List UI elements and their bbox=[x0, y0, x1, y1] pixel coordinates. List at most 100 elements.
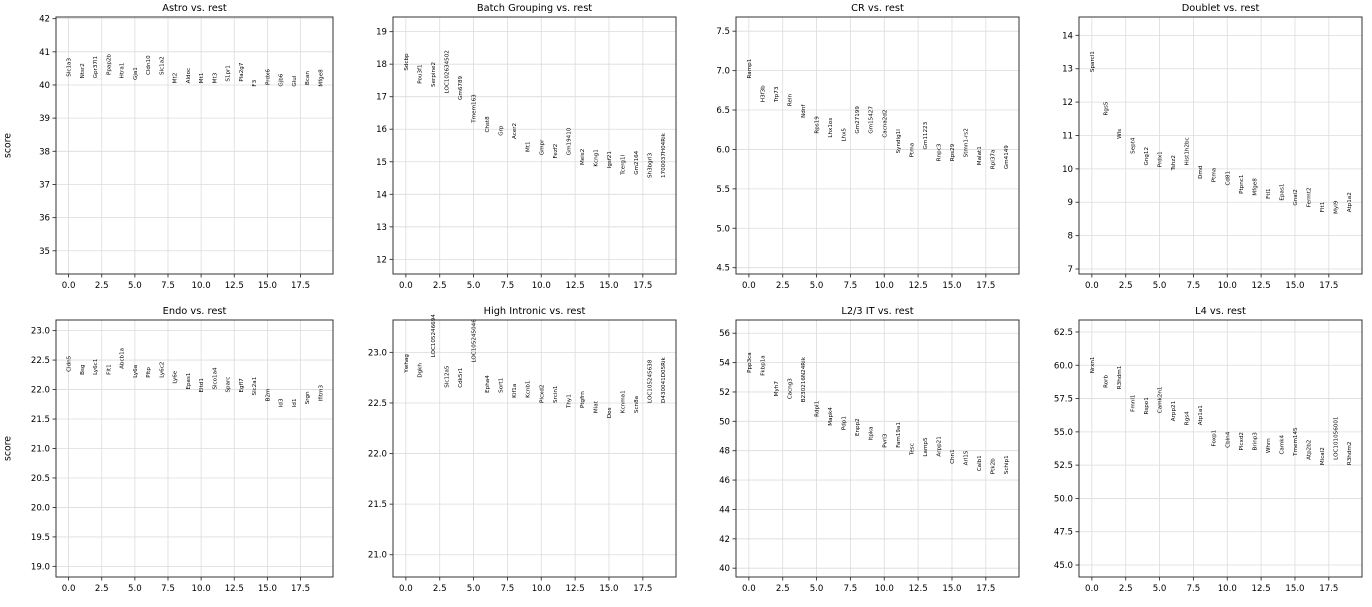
x-tick-label: 5.0 bbox=[1153, 584, 1167, 594]
x-tick-label: 2.5 bbox=[1119, 584, 1133, 594]
gene-label: Rgs4 bbox=[1185, 411, 1191, 425]
y-tick-label: 38 bbox=[39, 147, 50, 157]
subplot-batch-grouping-vs-rest: 19 18 17 16 15 14 13 12 0.0 2.5 5.0 7.5 10.0 12.5 15.0… bbox=[343, 0, 686, 303]
subplot-l2-3-it-vs-rest: 56 54 52 50 48 46 44 42 40 0.0 2.5 5.0 7.5 10.0 12.5 15… bbox=[686, 303, 1029, 606]
x-tick-label: 10.0 bbox=[875, 584, 894, 594]
gene-label: Dmd bbox=[1198, 165, 1204, 179]
gene-label: Ftl1 bbox=[1266, 188, 1272, 199]
gene-label: Sdcbp bbox=[404, 53, 410, 71]
y-tick-label: 40 bbox=[719, 564, 730, 574]
x-tick-label: 5.0 bbox=[467, 584, 481, 594]
gene-label: Gmpr bbox=[539, 139, 545, 155]
gene-label: LOC105245638 bbox=[648, 359, 654, 403]
subplot-doublet-vs-rest: 14 13 12 11 10 9 8 7 0.0 2.5 5.0 7.5 10.0 12.5 15.0 17.… bbox=[1029, 0, 1372, 303]
gene-label: Ppp3ca bbox=[747, 352, 753, 373]
x-tick-label: 15.0 bbox=[599, 281, 618, 291]
y-tick-label: 13 bbox=[1062, 65, 1073, 75]
x-tick-label: 0.0 bbox=[742, 281, 756, 291]
x-tick-label: 5.0 bbox=[810, 281, 824, 291]
y-tick-label: 40 bbox=[39, 81, 50, 91]
subplot-high-intronic-vs-rest: 23.0 22.5 22.0 21.5 21.0 0.0 2.5 5.0 7.5 10.0 12.5… bbox=[343, 303, 686, 606]
x-tick-label: 10.0 bbox=[192, 584, 211, 594]
gene-label: Schip1 bbox=[1004, 455, 1010, 474]
y-tick-label: 20.5 bbox=[31, 474, 50, 484]
y-tick-label: 41 bbox=[39, 48, 50, 58]
gene-label: Cacna2d2 bbox=[882, 110, 888, 138]
gene-label: Atp2b2 bbox=[1307, 440, 1313, 460]
x-tick-label: 15.0 bbox=[942, 281, 961, 291]
y-tick-label: 22.5 bbox=[31, 356, 50, 366]
x-tick-label: 12.5 bbox=[1252, 584, 1271, 594]
y-tick-label: 52.5 bbox=[1054, 461, 1073, 471]
y-tick-label: 22.0 bbox=[31, 386, 50, 396]
x-tick-label: 10.0 bbox=[1218, 584, 1237, 594]
gene-label: Ly6a bbox=[133, 365, 139, 378]
x-tick-label: 12.5 bbox=[566, 584, 585, 594]
gene-label: Gng12 bbox=[1144, 147, 1150, 166]
gene-label: Syndig1l bbox=[896, 129, 902, 154]
gene-label: Scn8a bbox=[634, 396, 640, 413]
gene-label: Tcerg1l bbox=[621, 154, 627, 175]
gene-label: Bcan bbox=[305, 71, 311, 85]
gene-label: Rpl37a bbox=[991, 150, 997, 170]
gene-label: Pou3f1 bbox=[417, 64, 423, 84]
y-tick-label: 39 bbox=[39, 114, 50, 124]
y-tick-label: 50.0 bbox=[1054, 494, 1073, 504]
gene-label: R3hdm1 bbox=[1117, 365, 1123, 389]
x-tick-label: 7.5 bbox=[844, 281, 858, 291]
gene-label: Sparc bbox=[226, 377, 232, 393]
gene-label: Rps29 bbox=[950, 143, 956, 161]
gene-label: Miat bbox=[593, 400, 599, 413]
gene-label: Flt1 bbox=[1320, 201, 1326, 212]
y-tick-label: 37 bbox=[39, 180, 50, 190]
y-tick-label: 21.0 bbox=[31, 445, 50, 455]
y-tick-label: 21.5 bbox=[31, 415, 50, 425]
axes-box bbox=[392, 16, 677, 275]
gene-label: Gm15427 bbox=[869, 106, 875, 134]
x-tick-label: 0.0 bbox=[62, 584, 76, 594]
x-tick-label: 5.0 bbox=[128, 281, 142, 291]
y-tick-label: 48 bbox=[719, 447, 730, 457]
gene-label: Lhx5 bbox=[842, 128, 848, 142]
gene-label: Arpp21 bbox=[936, 436, 942, 457]
y-tick-label: 6.5 bbox=[716, 106, 730, 116]
subplot-canvas-l2-3-it-vs-rest: 56 54 52 50 48 46 44 42 40 0.0 2.5 5.0 7.5 10.0 12.5 15… bbox=[719, 306, 1020, 594]
x-tick-label: 2.5 bbox=[95, 584, 109, 594]
x-tick-label: 0.0 bbox=[1085, 584, 1099, 594]
gene-label: Hist1h2bc bbox=[1185, 137, 1191, 165]
gene-label: Tshz2 bbox=[1171, 155, 1177, 171]
y-tick-label: 14 bbox=[376, 190, 387, 200]
gene-label: Kif1a bbox=[512, 384, 518, 398]
y-tick-label: 56 bbox=[719, 329, 730, 339]
y-tick-label: 12 bbox=[376, 255, 387, 265]
gene-label: Gm11223 bbox=[923, 121, 929, 149]
gene-label: Plcxd2 bbox=[539, 385, 545, 403]
gene-label: Thy1 bbox=[566, 394, 572, 409]
gene-label: Arl15 bbox=[964, 450, 970, 465]
gene-label: D430041D05Rik bbox=[661, 356, 667, 403]
gene-label: Plcxd2 bbox=[1239, 432, 1245, 450]
subplot-l4-vs-rest: 62.5 60.0 57.5 55.0 52.5 50.0 47.5 45.0 0.0 2.5 5.… bbox=[1029, 303, 1372, 606]
gene-label: Stmn1-rs2 bbox=[964, 128, 970, 157]
x-tick-label: 0.0 bbox=[399, 584, 413, 594]
gene-label: Bsg bbox=[80, 364, 86, 375]
gene-label: Atp1a1 bbox=[1198, 405, 1204, 425]
gene-label: Pdp1 bbox=[842, 416, 848, 430]
gene-label: Fam19a1 bbox=[896, 422, 902, 448]
gene-label: Fezf2 bbox=[553, 144, 559, 159]
y-axis-label: score bbox=[3, 133, 14, 158]
subplot-title: High Intronic vs. rest bbox=[484, 306, 586, 317]
gene-label: Myh7 bbox=[774, 381, 780, 397]
x-tick-label: 17.5 bbox=[1319, 281, 1338, 291]
y-tick-label: 16 bbox=[376, 125, 387, 135]
y-tick-label: 57.5 bbox=[1054, 395, 1073, 405]
y-tick-label: 17 bbox=[376, 93, 387, 103]
gene-label: Gja1 bbox=[133, 67, 139, 80]
gene-label: Srgn bbox=[305, 391, 311, 404]
gene-label: Ptgfrn bbox=[580, 391, 586, 408]
axes-box bbox=[735, 16, 1020, 275]
x-tick-label: 0.0 bbox=[1085, 281, 1099, 291]
x-tick-label: 0.0 bbox=[399, 281, 413, 291]
gene-label: Mical2 bbox=[1320, 447, 1326, 465]
gene-label: Whrn bbox=[1266, 438, 1272, 453]
